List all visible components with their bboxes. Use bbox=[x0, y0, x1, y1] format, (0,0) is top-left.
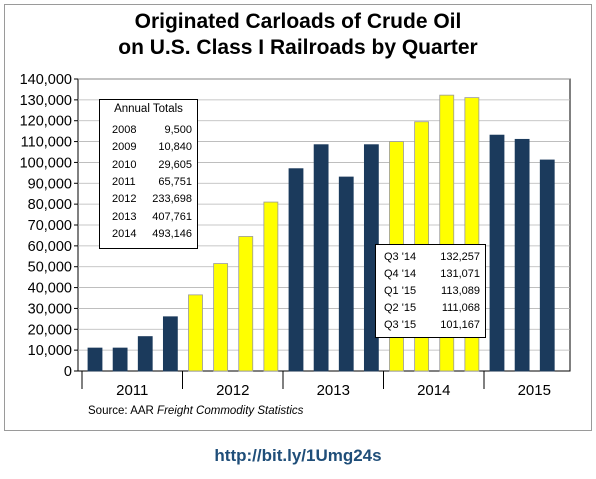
annual-total-row: 2008 9,500 bbox=[100, 123, 192, 137]
annual-total-value: 10,840 bbox=[158, 141, 192, 154]
bar bbox=[87, 347, 103, 372]
bar bbox=[338, 176, 354, 372]
year-label: 2015 bbox=[518, 382, 551, 399]
y-tick-label: 80,000 bbox=[28, 197, 72, 213]
source-prefix: Source: AAR bbox=[88, 405, 158, 417]
y-tick-label: 140,000 bbox=[20, 72, 72, 88]
recent-quarter-row: Q1 '15 113,089 bbox=[376, 284, 480, 298]
year-label: 2012 bbox=[216, 382, 249, 399]
bar bbox=[288, 168, 304, 372]
recent-quarter-row: Q2 '15 111,068 bbox=[376, 301, 480, 315]
recent-quarter-label: Q2 '15 bbox=[384, 302, 417, 314]
recent-quarter-row: Q3 '15 101,167 bbox=[376, 318, 480, 332]
bar bbox=[188, 294, 203, 372]
chart-title-line2: on U.S. Class I Railroads by Quarter bbox=[118, 36, 478, 59]
chart-title-line1: Originated Carloads of Crude Oil bbox=[134, 10, 462, 33]
annual-totals-box: Annual Totals 2008 9,500 2009 10,840 2010 29,… bbox=[99, 99, 198, 249]
bar bbox=[514, 138, 530, 372]
y-tick-label: 10,000 bbox=[28, 343, 72, 359]
annual-total-year: 2012 bbox=[112, 193, 137, 206]
annual-total-row: 2011 65,751 bbox=[100, 175, 192, 189]
annual-total-row: 2009 10,840 bbox=[100, 140, 192, 154]
y-tick-label: 30,000 bbox=[28, 301, 72, 317]
y-tick-label: 40,000 bbox=[28, 281, 72, 297]
annual-total-value: 65,751 bbox=[158, 175, 192, 188]
year-label: 2013 bbox=[317, 382, 350, 399]
y-tick-label: 110,000 bbox=[21, 135, 72, 151]
recent-quarters-box: Q3 '14 132,257 Q4 '14 131,071 Q1 '15 113,089 Q… bbox=[375, 244, 486, 338]
annual-total-year: 2011 bbox=[112, 175, 136, 188]
annual-total-row: 2010 29,605 bbox=[100, 158, 192, 172]
recent-quarter-label: Q3 '14 bbox=[384, 251, 417, 263]
annual-total-row: 2014 493,146 bbox=[100, 227, 192, 241]
bar bbox=[489, 134, 505, 372]
bar bbox=[539, 159, 555, 372]
recent-quarter-label: Q4 '14 bbox=[384, 268, 417, 280]
bar bbox=[313, 144, 329, 372]
annual-total-value: 407,761 bbox=[152, 210, 192, 223]
annual-totals-header: Annual Totals bbox=[114, 103, 183, 115]
bar bbox=[162, 316, 178, 372]
source-link[interactable]: http://bit.ly/1Umg24s bbox=[214, 446, 382, 465]
recent-quarter-label: Q3 '15 bbox=[384, 319, 417, 331]
y-tick-label: 50,000 bbox=[28, 260, 72, 276]
year-label: 2014 bbox=[417, 382, 450, 399]
recent-quarter-value: 113,089 bbox=[441, 285, 480, 297]
y-tick-label: 70,000 bbox=[28, 218, 72, 234]
annual-total-year: 2014 bbox=[112, 227, 137, 240]
annual-total-value: 233,698 bbox=[152, 193, 192, 206]
year-label: 2011 bbox=[116, 382, 148, 399]
y-tick-label: 0 bbox=[64, 364, 72, 380]
recent-quarter-row: Q3 '14 132,257 bbox=[376, 250, 480, 264]
bar bbox=[112, 347, 128, 372]
bar bbox=[137, 336, 153, 372]
recent-quarter-value: 101,167 bbox=[440, 319, 480, 331]
annual-total-year: 2009 bbox=[112, 141, 137, 154]
annual-total-year: 2008 bbox=[112, 124, 137, 136]
annual-total-row: 2012 233,698 bbox=[100, 192, 192, 206]
y-tick-label: 60,000 bbox=[28, 239, 72, 255]
annual-total-value: 9,500 bbox=[164, 124, 192, 136]
bar bbox=[213, 263, 229, 372]
recent-quarter-row: Q4 '14 131,071 bbox=[376, 267, 480, 281]
annual-total-year: 2010 bbox=[112, 158, 137, 171]
y-tick-label: 130,000 bbox=[20, 93, 72, 109]
y-tick-label: 20,000 bbox=[28, 322, 72, 338]
y-tick-label: 90,000 bbox=[28, 176, 72, 192]
recent-quarter-value: 111,068 bbox=[441, 302, 480, 314]
recent-quarter-value: 132,257 bbox=[440, 251, 480, 263]
y-tick-label: 120,000 bbox=[20, 114, 72, 130]
recent-quarter-value: 131,071 bbox=[440, 268, 480, 280]
source-publication: Freight Commodity Statistics bbox=[157, 405, 304, 417]
recent-quarter-label: Q1 '15 bbox=[384, 285, 417, 297]
annual-total-value: 493,146 bbox=[152, 227, 192, 240]
source-note: Source: AAR Freight Commodity Statistics bbox=[88, 405, 303, 417]
y-tick-label: 100,000 bbox=[20, 155, 72, 171]
bar bbox=[263, 201, 279, 372]
annual-total-row: 2013 407,761 bbox=[100, 210, 192, 224]
annual-total-year: 2013 bbox=[112, 210, 137, 223]
bar bbox=[238, 236, 254, 372]
annual-total-value: 29,605 bbox=[158, 158, 192, 171]
